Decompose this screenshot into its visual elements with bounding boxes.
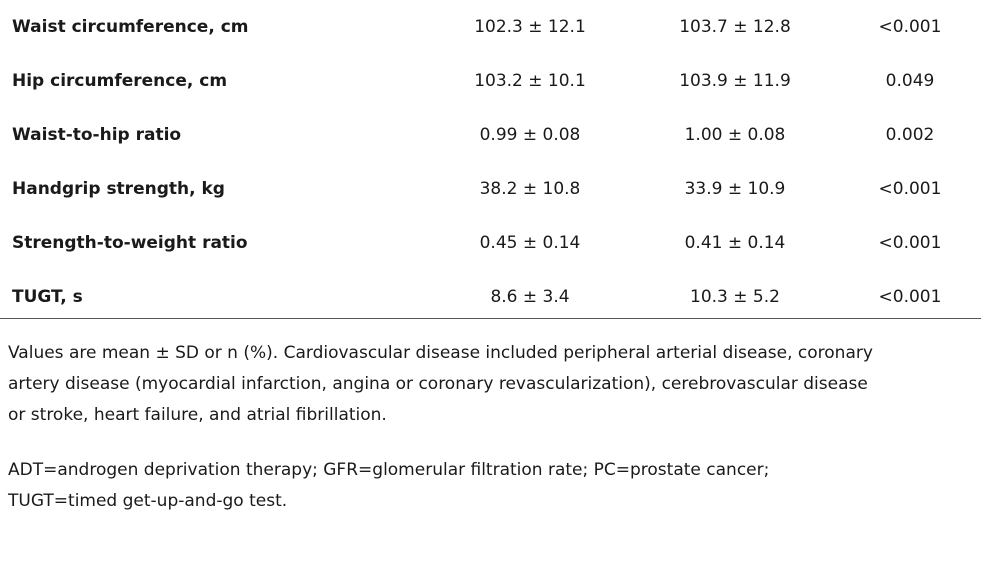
row-label: Waist circumference, cm xyxy=(12,17,249,37)
p-value: <0.001 xyxy=(878,179,942,199)
group1-value: 8.6 ± 3.4 xyxy=(490,287,570,307)
group2-value: 10.3 ± 5.2 xyxy=(690,287,780,307)
footnote-line: artery disease (myocardial infarction, a… xyxy=(8,374,868,394)
table-row: Waist-to-hip ratio 0.99 ± 0.08 1.00 ± 0.… xyxy=(0,108,981,162)
p-value: 0.002 xyxy=(885,125,935,145)
p-value: <0.001 xyxy=(878,233,942,253)
group1-value: 102.3 ± 12.1 xyxy=(474,17,586,37)
row-label: Waist-to-hip ratio xyxy=(12,125,182,145)
table-row: Strength-to-weight ratio 0.45 ± 0.14 0.4… xyxy=(0,216,981,270)
group2-value: 103.9 ± 11.9 xyxy=(679,71,791,91)
row-label: TUGT, s xyxy=(12,287,83,307)
group1-value: 38.2 ± 10.8 xyxy=(479,179,581,199)
p-value: <0.001 xyxy=(878,17,942,37)
table-row: Hip circumference, cm 103.2 ± 10.1 103.9… xyxy=(0,54,981,108)
group2-value: 0.41 ± 0.14 xyxy=(684,233,786,253)
table-row: Waist circumference, cm 102.3 ± 12.1 103… xyxy=(0,0,981,54)
footnote-line: or stroke, heart failure, and atrial fib… xyxy=(8,405,387,425)
row-label: Handgrip strength, kg xyxy=(12,179,225,199)
footnote-line: Values are mean ± SD or n (%). Cardiovas… xyxy=(8,343,873,363)
group2-value: 103.7 ± 12.8 xyxy=(679,17,791,37)
group1-value: 0.99 ± 0.08 xyxy=(479,125,581,145)
p-value: <0.001 xyxy=(878,287,942,307)
group1-value: 0.45 ± 0.14 xyxy=(479,233,581,253)
table-row: Handgrip strength, kg 38.2 ± 10.8 33.9 ±… xyxy=(0,162,981,216)
abbreviations-line: TUGT=timed get-up-and-go test. xyxy=(8,491,288,511)
abbreviations-line: ADT=androgen deprivation therapy; GFR=gl… xyxy=(8,460,770,480)
data-table: Waist circumference, cm 102.3 ± 12.1 103… xyxy=(0,0,981,324)
row-label: Strength-to-weight ratio xyxy=(12,233,248,253)
group2-value: 1.00 ± 0.08 xyxy=(684,125,786,145)
table-row: TUGT, s 8.6 ± 3.4 10.3 ± 5.2 <0.001 xyxy=(0,270,981,324)
table-footnotes: Values are mean ± SD or n (%). Cardiovas… xyxy=(8,338,968,517)
group2-value: 33.9 ± 10.9 xyxy=(684,179,786,199)
p-value: 0.049 xyxy=(885,71,935,91)
table-bottom-rule xyxy=(0,318,981,319)
row-label: Hip circumference, cm xyxy=(12,71,228,91)
group1-value: 103.2 ± 10.1 xyxy=(474,71,586,91)
